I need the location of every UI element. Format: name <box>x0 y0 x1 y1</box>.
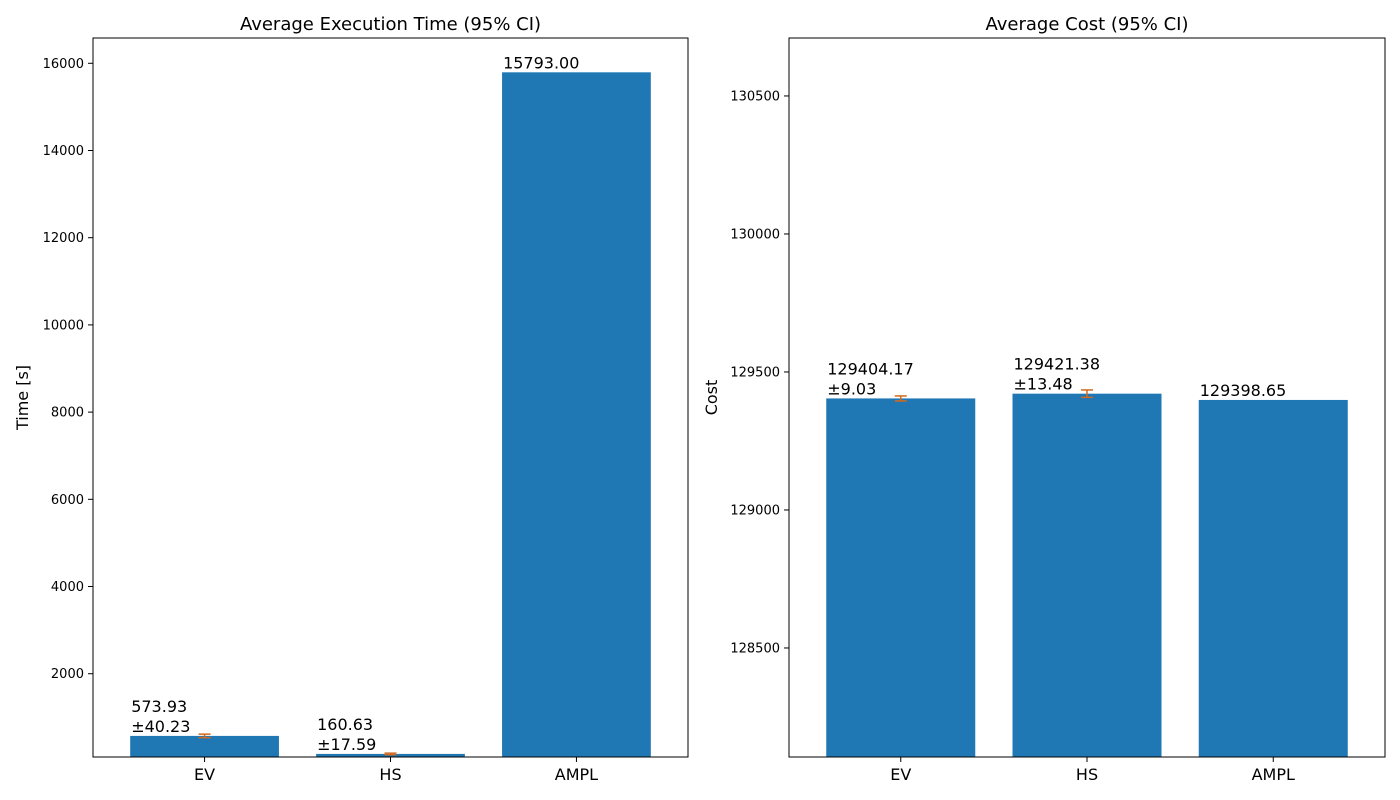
value-label-ampl: 15793.00 <box>503 53 579 72</box>
x-tick-label-ampl: AMPL <box>555 765 598 784</box>
y-tick-label: 4000 <box>51 580 84 595</box>
value-label-ev: 129404.17 <box>827 359 914 378</box>
y-tick-label: 6000 <box>51 493 84 508</box>
x-tick-label-hs: HS <box>1076 765 1098 784</box>
error-bar-ev <box>894 395 907 402</box>
x-tick-label-ampl: AMPL <box>1252 765 1295 784</box>
value-label-ampl: 129398.65 <box>1200 381 1287 400</box>
x-tick-label-hs: HS <box>379 765 401 784</box>
axes-frame <box>92 37 689 758</box>
bar-ampl <box>1198 399 1348 757</box>
chart-cost: Average Cost (95% CI) Cost 129404.17±9.03 E… <box>702 14 1386 784</box>
bar-hs <box>316 753 465 757</box>
chart-title: Average Cost (95% CI) <box>985 14 1188 35</box>
error-bar-ev <box>198 733 211 739</box>
y-axis-label: Cost <box>702 380 721 416</box>
y-tick-label: 129000 <box>730 503 780 518</box>
error-label-hs: ±13.48 <box>1014 375 1073 394</box>
y-tick-label: 128500 <box>730 641 780 656</box>
y-tick-label: 8000 <box>51 406 84 421</box>
error-label-ev: ±9.03 <box>827 379 876 398</box>
y-tick-label: 16000 <box>43 57 84 72</box>
y-tick-label: 10000 <box>43 318 84 333</box>
y-tick-label: 130500 <box>730 89 780 104</box>
y-tick-label: 14000 <box>43 144 84 159</box>
y-tick-label: 129500 <box>730 365 780 380</box>
error-label-ev: ±40.23 <box>131 717 190 736</box>
error-label-hs: ±17.59 <box>317 735 376 754</box>
error-bar-hs <box>384 752 397 756</box>
y-tick-label: 12000 <box>43 231 84 246</box>
y-tick-label: 2000 <box>51 667 84 682</box>
bar-hs <box>1012 393 1162 757</box>
chart-execution-time: Average Execution Time (95% CI) Time [s] 5… <box>13 14 689 784</box>
error-bar-hs <box>1081 389 1093 399</box>
x-tick-label-ev: EV <box>194 765 215 784</box>
y-tick-label: 130000 <box>730 227 780 242</box>
value-label-ev: 573.93 <box>131 697 187 716</box>
value-label-hs: 160.63 <box>317 715 373 734</box>
chart-title: Average Execution Time (95% CI) <box>240 14 541 35</box>
y-axis-label: Time [s] <box>13 365 32 431</box>
axes-frame <box>788 37 1386 758</box>
value-label-hs: 129421.38 <box>1014 355 1101 374</box>
bar-ev <box>130 735 279 757</box>
bar-ampl <box>502 72 651 757</box>
bar-ev <box>826 398 976 757</box>
x-tick-label-ev: EV <box>890 765 911 784</box>
